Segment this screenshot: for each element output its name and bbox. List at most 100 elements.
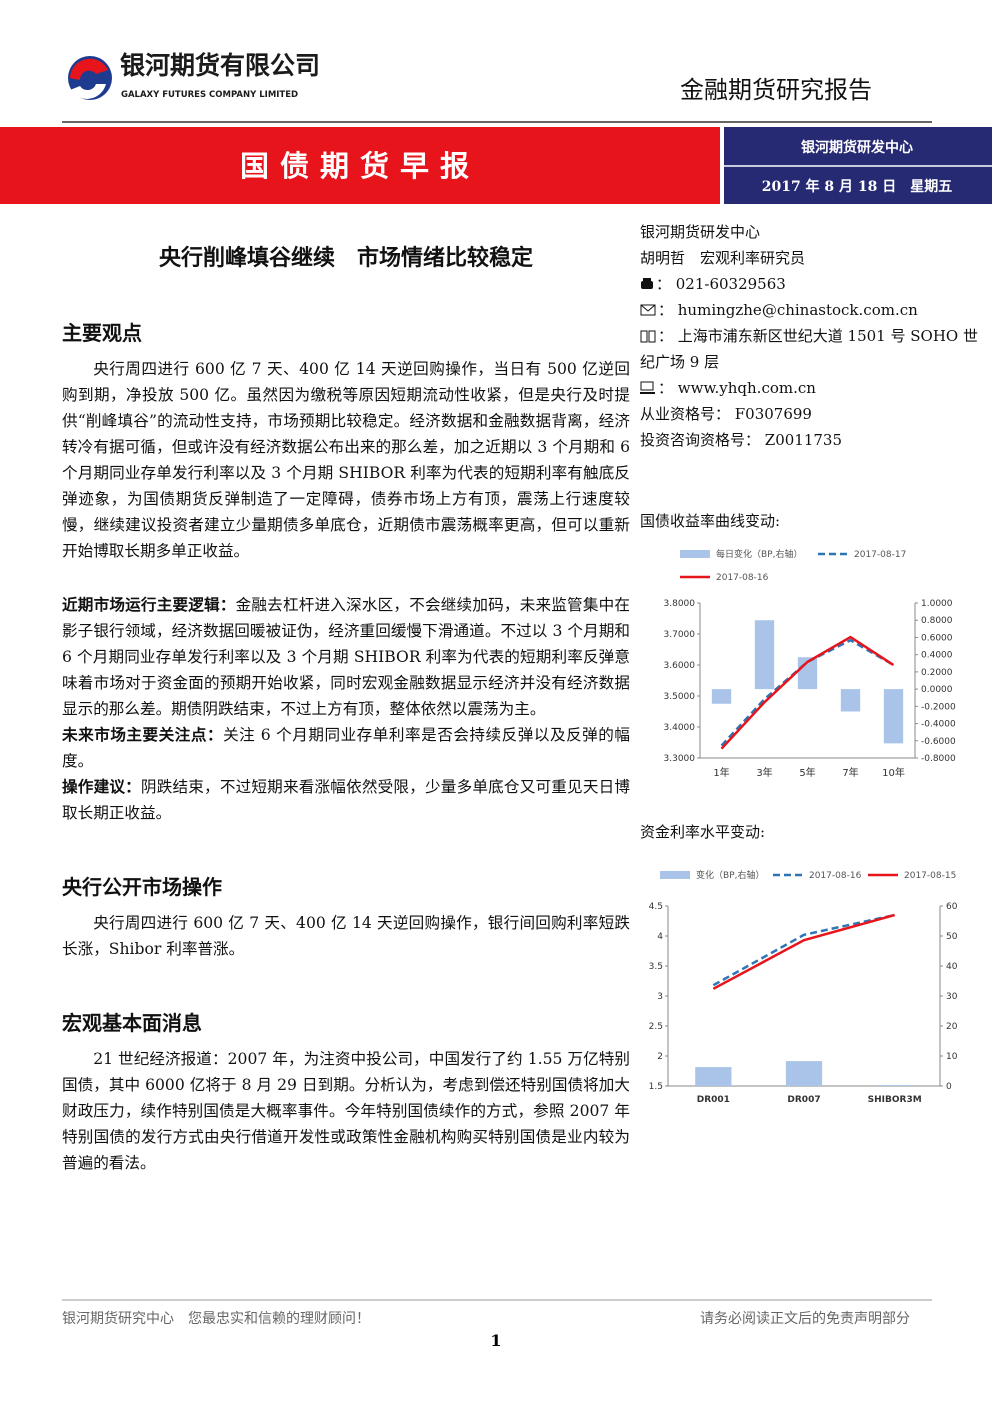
paragraph: 21 世纪经济报道：2007 年，为注资中投公司，中国发行了约 1.55 万亿特… [62, 1046, 630, 1176]
contact-line: 投资咨询资格号： Z0011735 [640, 427, 985, 453]
paragraph: 央行周四进行 600 亿 7 天、400 亿 14 天逆回购操作，当日有 500… [62, 356, 630, 564]
x-tick-label: 3年 [756, 766, 772, 779]
x-tick-label: SHIBOR3M [868, 1095, 922, 1105]
paragraph: 操作建议：阴跌结束，不过短期来看涨幅依然受限，少量多单底仓又可重见天日博取长期正… [62, 774, 630, 826]
phone-icon [641, 278, 653, 289]
x-tick-label: 10年 [882, 766, 905, 779]
tick-label: 20 [946, 1022, 958, 1032]
tick-label: 3.7000 [664, 630, 696, 640]
contact-line: 从业资格号： F0307699 [640, 401, 985, 427]
logo [68, 56, 112, 100]
contact-line: 银河期货研发中心 [640, 219, 985, 245]
line-series [712, 913, 896, 990]
contact-text: 银河期货研发中心 [640, 223, 761, 241]
footer: 银河期货研究中心 您最忠实和信赖的理财顾问！ 请务必阅读正文后的免责声明部分 1 [62, 1299, 932, 1350]
report-type: 金融期货研究报告 [680, 76, 872, 104]
contact-text: 从业资格号： F0307699 [640, 405, 812, 423]
x-tick-label: 1年 [713, 766, 729, 779]
tick-label: 2.5 [649, 1022, 663, 1032]
paragraph-lead: 未来市场主要关注点： [62, 725, 224, 744]
line-series [720, 635, 895, 750]
legend-label: 2017-08-16 [809, 871, 862, 881]
tick-label: 3.4000 [664, 723, 696, 733]
contact-text: ： www.yhqh.com.cn [658, 379, 816, 397]
header: 银河期货有限公司 GALAXY FUTURES COMPANY LIMITED … [0, 51, 992, 204]
tick-label: 3 [657, 992, 663, 1002]
contact: 银河期货研发中心 胡明哲 宏观利率研究员 ： 021-60329563 ： hu… [640, 219, 985, 453]
contact-line: ： www.yhqh.com.cn [640, 375, 985, 401]
tick-label: 50 [946, 932, 958, 942]
tick-label: 0.6000 [921, 633, 953, 643]
bar [695, 1067, 732, 1086]
tick-label: -0.4000 [921, 720, 956, 730]
legend-swatch [680, 550, 710, 558]
paragraph-lead: 近期市场运行主要逻辑： [62, 595, 236, 614]
contact-text: ： 上海市浦东新区世纪大道 1501 号 SOHO 世纪广场 9 层 [640, 327, 978, 371]
bar [876, 1085, 913, 1086]
line-series [720, 638, 895, 747]
bar [711, 689, 732, 704]
banner-center: 银河期货研发中心 [801, 139, 913, 156]
tick-label: 0.4000 [921, 651, 953, 661]
tick-label: 1.0000 [921, 599, 953, 609]
tick-label: 30 [946, 992, 958, 1002]
contact-text: ： 021-60329563 [656, 275, 786, 293]
contact-text: ： humingzhe@chinastock.com.cn [658, 301, 918, 319]
section: 央行公开市场操作央行周四进行 600 亿 7 天、400 亿 14 天逆回购操作… [62, 872, 630, 962]
x-tick-label: 7年 [842, 766, 858, 779]
bar [840, 689, 861, 712]
tick-label: -0.8000 [921, 754, 956, 764]
tick-label: 1.5 [649, 1082, 663, 1092]
contact-text: 投资咨询资格号： Z0011735 [640, 431, 842, 449]
tick-label: 4 [657, 932, 663, 942]
footer-left: 银河期货研究中心 您最忠实和信赖的理财顾问！ [62, 1310, 370, 1327]
x-tick-label: 5年 [799, 766, 815, 779]
bar [754, 620, 775, 690]
footer-right: 请务必阅读正文后的免责声明部分 [700, 1310, 910, 1327]
legend-label: 2017-08-16 [716, 573, 769, 583]
line-series [712, 913, 895, 987]
contact-line: ： 上海市浦东新区世纪大道 1501 号 SOHO 世纪广场 9 层 [640, 323, 985, 375]
contact-line: ： 021-60329563 [640, 271, 985, 297]
contact-line: 胡明哲 宏观利率研究员 [640, 245, 985, 271]
banner-date: 2017 年 8 月 18 日 星期五 [762, 178, 953, 195]
bar [883, 689, 904, 744]
company-cn: 银河期货有限公司 [120, 51, 320, 80]
tick-label: -0.2000 [921, 702, 956, 712]
page-number: 1 [490, 1331, 501, 1350]
section-heading: 主要观点 [62, 321, 142, 345]
tick-label: 3.5 [649, 962, 663, 972]
legend-label: 2017-08-15 [904, 871, 956, 881]
tick-label: 4.5 [649, 902, 663, 912]
tick-label: 0.2000 [921, 668, 953, 678]
section: 宏观基本面消息 21 世纪经济报道：2007 年，为注资中投公司，中国发行了约 1… [62, 1008, 630, 1176]
paragraph-lead: 操作建议： [62, 777, 141, 796]
contact-line: ： humingzhe@chinastock.com.cn [640, 297, 985, 323]
paragraph: 未来市场主要关注点：关注 6 个月期同业存单利率是否会持续反弹以及反弹的幅度。 [62, 722, 630, 774]
legend-swatch [660, 871, 690, 879]
tick-label: -0.6000 [921, 737, 956, 747]
section-heading: 央行公开市场操作 [62, 875, 222, 899]
company-en: GALAXY FUTURES COMPANY LIMITED [121, 90, 298, 100]
legend-label: 2017-08-17 [854, 550, 906, 560]
tick-label: 3.3000 [664, 754, 696, 764]
tick-label: 60 [946, 902, 958, 912]
section: 主要观点央行周四进行 600 亿 7 天、400 亿 14 天逆回购操作，当日有… [62, 318, 630, 826]
banner-title: 国债期货早报 [240, 149, 480, 183]
paragraph-text: 关注 6 个月期同业存单利率是否会持续反弹以及反弹的幅度。 [62, 726, 630, 770]
legend-label: 变化（BP,右轴） [696, 869, 764, 881]
paragraph-text: 央行周四进行 600 亿 7 天、400 亿 14 天逆回购操作，当日有 500… [62, 360, 630, 560]
tick-label: 0 [946, 1082, 952, 1092]
tick-label: 0.0000 [921, 685, 953, 695]
tick-label: 2 [657, 1052, 663, 1062]
paragraph: 央行周四进行 600 亿 7 天、400 亿 14 天逆回购操作，银行间回购利率… [62, 910, 630, 962]
pc-icon [640, 381, 655, 394]
paragraph-text: 央行周四进行 600 亿 7 天、400 亿 14 天逆回购操作，银行间回购利率… [62, 914, 630, 958]
book-icon [640, 330, 656, 343]
tick-label: 3.6000 [664, 661, 696, 671]
tick-label: 10 [946, 1052, 958, 1062]
tick-label: 0.8000 [921, 616, 953, 626]
x-tick-label: DR001 [697, 1095, 730, 1105]
section-heading: 宏观基本面消息 [62, 1011, 202, 1035]
